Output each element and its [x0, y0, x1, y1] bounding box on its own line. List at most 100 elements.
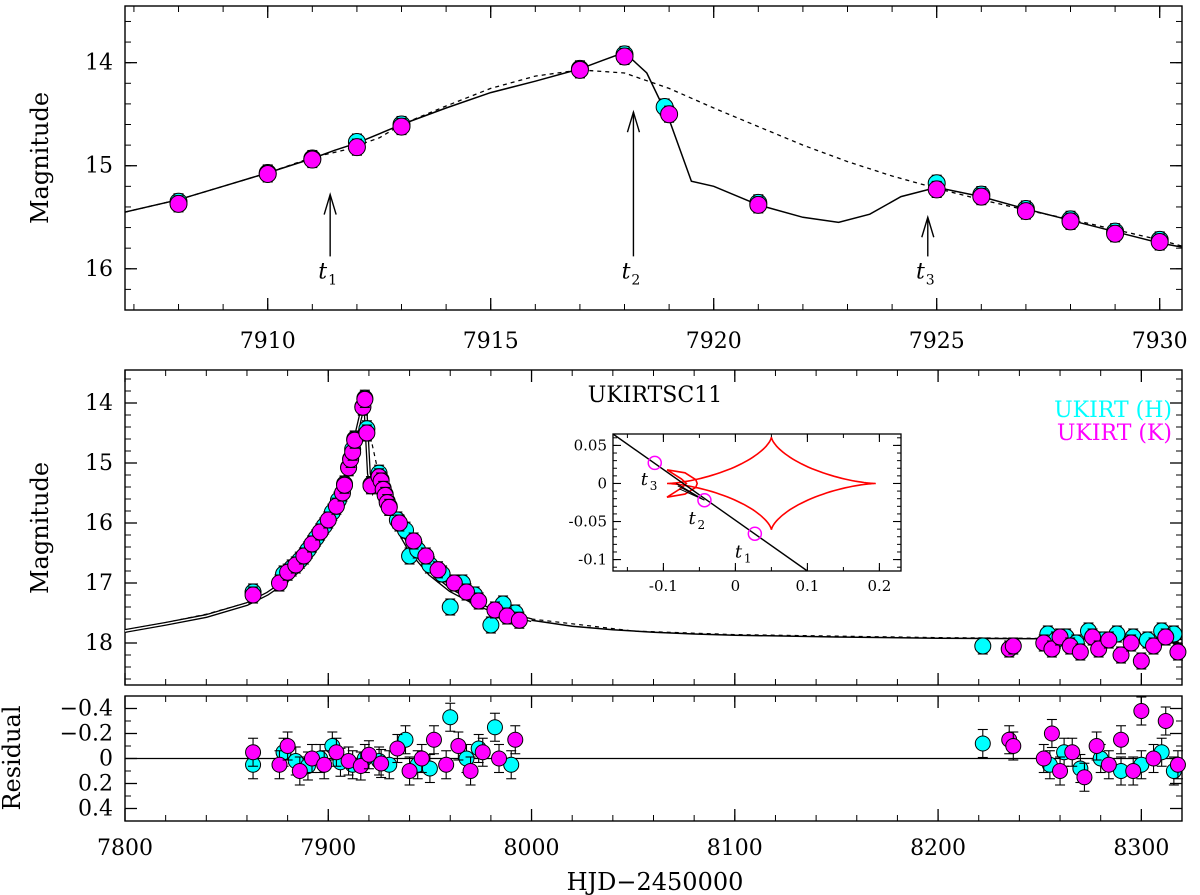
legend-entry-h: UKIRT (H) — [1054, 398, 1172, 423]
residual-point — [352, 758, 369, 774]
residual-point — [373, 755, 390, 772]
residual-point — [507, 731, 524, 748]
mid-point — [405, 532, 423, 550]
x-tick-label: 7920 — [686, 329, 742, 354]
mid-point — [1169, 643, 1187, 661]
mid-point — [510, 611, 528, 629]
xlabel: HJD−2450000 — [567, 868, 744, 895]
mid-data-points — [244, 389, 1187, 670]
residual-point — [1005, 738, 1022, 754]
residual-point — [438, 756, 455, 773]
mid-point — [1145, 637, 1163, 655]
mid-point — [336, 476, 354, 494]
residual-point — [491, 750, 508, 767]
inset-axis-ticks: -0.1 0 0.1 0.2 0.05 0 -0.05 -0.1 — [569, 434, 901, 595]
residual-point — [974, 735, 991, 752]
y-tick-label: 15 — [85, 154, 113, 179]
mid-point — [1071, 643, 1089, 661]
epoch-arrow-label: t — [916, 259, 925, 284]
mid-point — [482, 616, 500, 634]
inset-y-tick-label: -0.05 — [569, 513, 607, 531]
y-tick-label: 16 — [85, 511, 113, 536]
source-position-label: t — [641, 469, 649, 490]
x-tick-label: 7915 — [463, 329, 519, 354]
residual-point — [291, 763, 308, 779]
chart-title: UKIRTSC11 — [588, 383, 722, 408]
mid-point — [429, 561, 447, 579]
legend-entry-k: UKIRT (K) — [1057, 421, 1172, 446]
top-data-points — [169, 45, 1169, 251]
top-point — [1061, 212, 1080, 231]
source-position-label: t — [688, 508, 696, 529]
inset-x-tick-label: -0.1 — [649, 577, 678, 595]
epoch-arrow-label-sub: 3 — [926, 272, 935, 288]
y-tick-label: 0.2 — [78, 772, 113, 797]
residual-point — [474, 744, 491, 761]
bot-axis-ticks: 7800 7900 8000 8100 8200 8300 0.40.20−0.2−0.4 — [60, 695, 1183, 861]
x-tick-label: 8300 — [1113, 836, 1169, 861]
residual-point — [1100, 756, 1117, 773]
residual-point — [401, 763, 418, 779]
inset-x-tick-label: 0.1 — [795, 577, 819, 595]
mid-point — [457, 583, 475, 601]
x-tick-label: 8000 — [504, 836, 560, 861]
top-point — [615, 47, 634, 66]
residual-point — [1169, 756, 1186, 773]
residual-point — [1133, 703, 1150, 719]
residual-point — [1113, 731, 1130, 748]
top-axis-ticks: 7910 7915 7920 7925 7930 14 15 16 — [85, 6, 1188, 354]
x-tick-label: 8100 — [707, 836, 763, 861]
x-tick-label: 7910 — [240, 329, 296, 354]
mid-point — [470, 592, 488, 610]
source-position-label-sub: 3 — [650, 479, 658, 493]
y-tick-label: 14 — [85, 51, 113, 76]
epoch-arrow-label-sub: 2 — [631, 272, 640, 288]
inset-y-tick-label: 0 — [597, 474, 607, 492]
trajectory-converging-lines — [676, 483, 705, 501]
epoch-arrow-label-sub: 1 — [328, 272, 337, 288]
mid-point — [445, 574, 463, 592]
top-point — [1150, 232, 1169, 251]
mid-ylabel: Magnitude — [26, 462, 54, 594]
source-position-label: t — [735, 542, 743, 563]
mid-point — [244, 586, 262, 604]
top-point — [1016, 202, 1035, 221]
residual-point — [1043, 725, 1060, 742]
mid-point — [356, 390, 374, 408]
residual-point — [486, 719, 503, 736]
residual-point — [1125, 763, 1142, 779]
mid-point — [358, 424, 376, 442]
mid-point — [974, 637, 992, 655]
mid-point — [1004, 637, 1022, 655]
residual-point — [245, 744, 262, 761]
top-plot-frame — [124, 5, 1183, 311]
residual-point — [462, 763, 479, 779]
top-point — [258, 164, 277, 183]
y-tick-label: −0.4 — [60, 697, 113, 722]
source-position-circle — [747, 526, 763, 541]
x-tick-label: 7900 — [300, 836, 356, 861]
inset-background — [612, 433, 902, 572]
inset-source-positions: t 1t 2t 3 — [641, 455, 763, 566]
residual-point — [1064, 744, 1081, 761]
top-point — [347, 138, 366, 157]
residual-point — [328, 744, 345, 761]
full-lightcurve-panel: 14 15 16 17 18 UKIRTSC11 UKIRT (H) UKIRT (K)… — [26, 369, 1187, 686]
mid-point — [1112, 646, 1130, 664]
source-position-label-sub: 2 — [697, 518, 705, 532]
y-tick-label: 17 — [85, 571, 113, 596]
inset-x-tick-label: 0.2 — [867, 577, 891, 595]
epoch-arrow-head — [626, 109, 641, 133]
x-tick-label: 7925 — [909, 329, 965, 354]
top-point — [169, 194, 188, 213]
epoch-arrow-head — [921, 214, 935, 238]
residual-point — [1035, 750, 1052, 767]
residual-point — [360, 746, 377, 763]
x-tick-label: 7930 — [1132, 329, 1188, 354]
mid-point — [1157, 628, 1175, 646]
residual-point — [1076, 769, 1093, 786]
mid-point — [390, 514, 408, 532]
mid-axis-ticks: 14 15 16 17 18 — [85, 370, 1183, 685]
